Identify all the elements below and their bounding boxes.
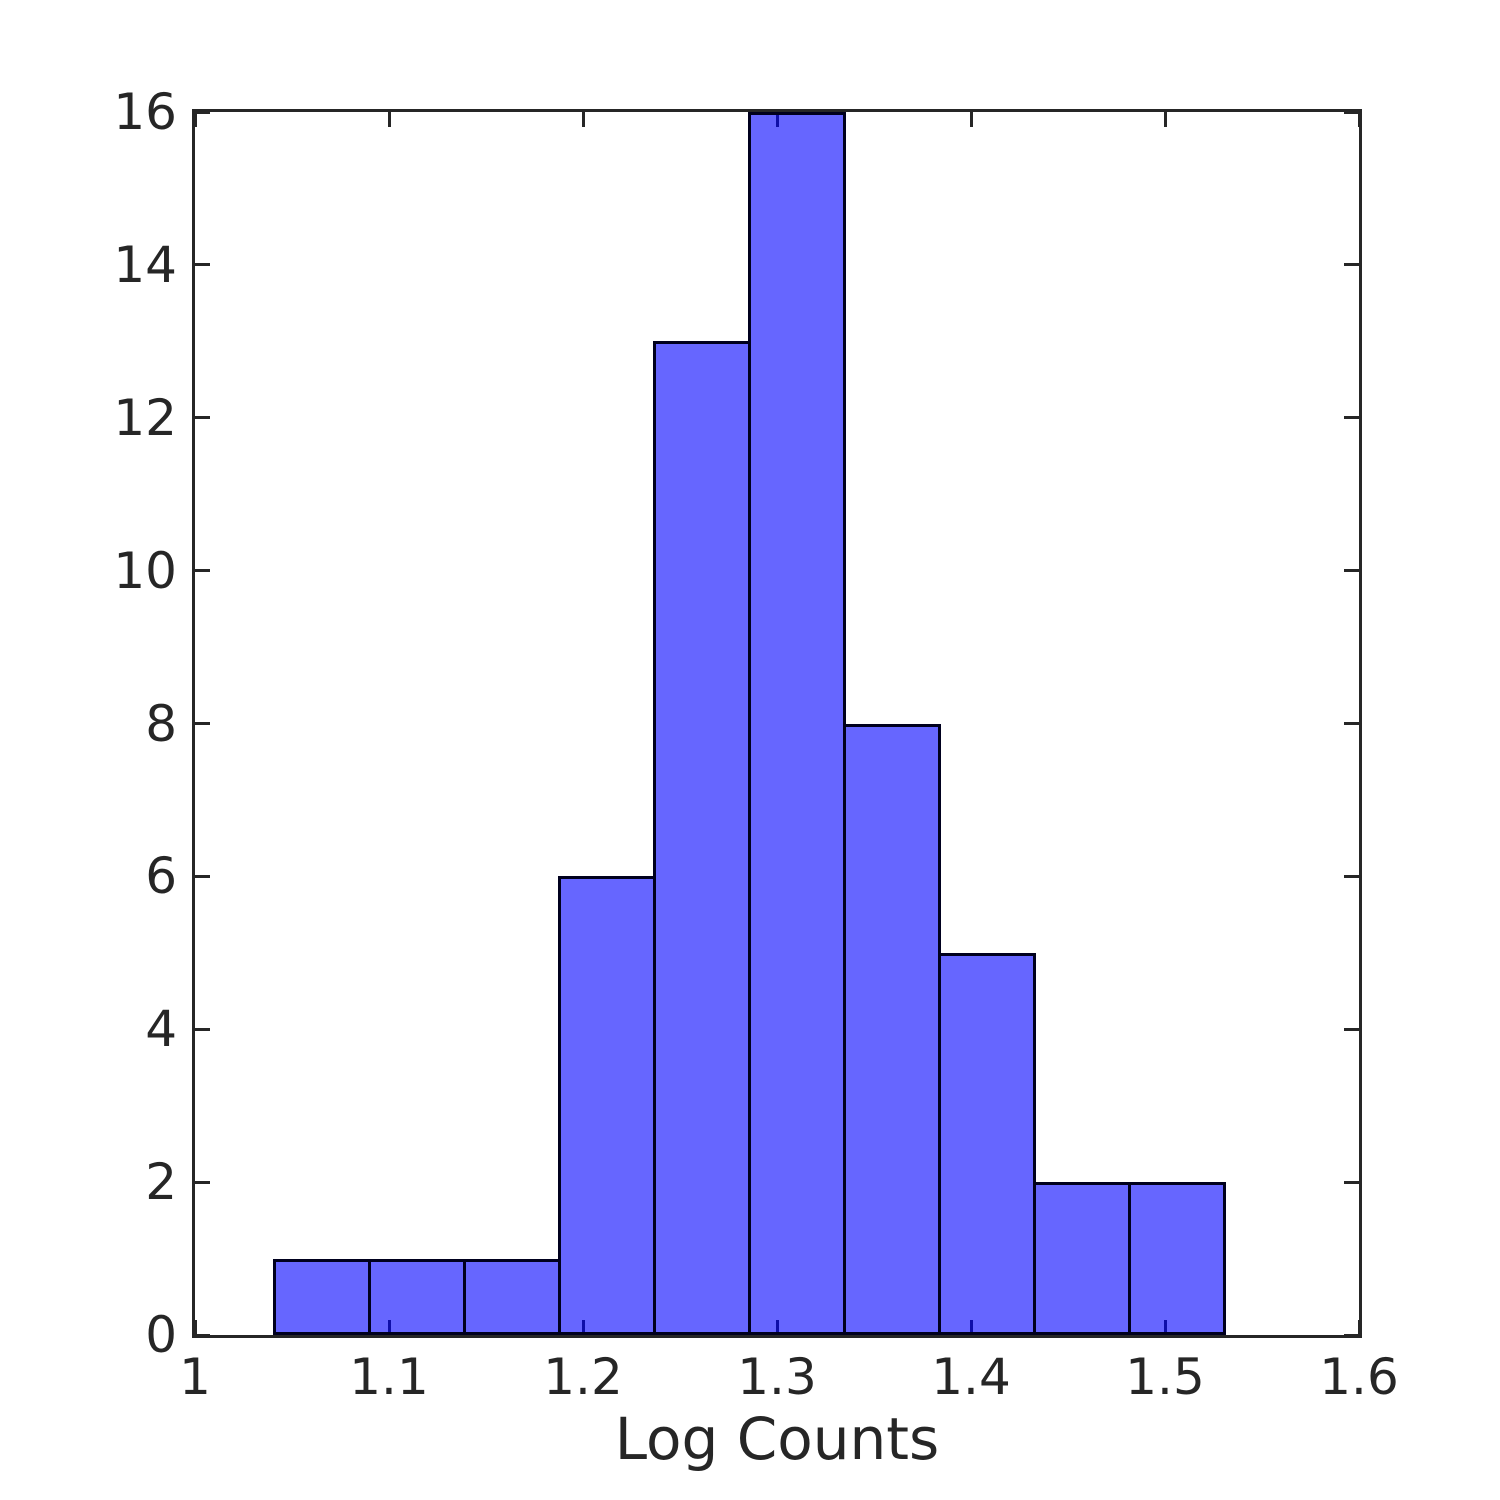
y-tick-mark-right: [1344, 1180, 1359, 1184]
bars-layer: [195, 112, 1359, 1335]
x-tick-mark-top: [193, 112, 197, 127]
histogram-bar: [652, 341, 751, 1335]
y-tick-mark-right: [1344, 569, 1359, 573]
x-axis-label: Log Counts: [614, 1405, 940, 1473]
y-tick-label: 6: [145, 847, 177, 906]
y-tick-mark-left: [195, 1333, 210, 1337]
y-tick-label: 0: [145, 1306, 177, 1364]
y-tick-label: 16: [113, 83, 177, 141]
histogram-bar: [557, 876, 656, 1335]
y-tick-mark-left: [195, 1180, 210, 1184]
x-tick-label: 1.6: [1319, 1348, 1399, 1406]
x-tick-mark-top: [387, 112, 391, 127]
y-tick-mark-left: [195, 1027, 210, 1031]
y-tick-mark-left: [195, 722, 210, 725]
histogram-bar: [938, 952, 1037, 1335]
y-tick-mark-left: [195, 416, 210, 420]
histogram-bar: [367, 1258, 466, 1335]
plot-area: [192, 109, 1362, 1338]
y-tick-mark-left: [195, 263, 210, 267]
histogram-bar: [1033, 1182, 1132, 1335]
y-tick-label: 8: [145, 694, 177, 753]
x-tick-label: 1.2: [543, 1348, 623, 1406]
y-tick-mark-right: [1344, 416, 1359, 420]
y-tick-label: 12: [113, 388, 177, 447]
x-tick-label: 1.5: [1125, 1348, 1205, 1406]
x-tick-mark-bottom: [193, 1320, 197, 1335]
y-tick-mark-right: [1344, 1027, 1359, 1031]
x-tick-label: 1.3: [737, 1348, 817, 1406]
histogram-bar: [462, 1258, 561, 1335]
y-tick-mark-right: [1344, 263, 1359, 267]
histogram-bar: [272, 1258, 371, 1335]
histogram-bar: [1128, 1182, 1227, 1335]
x-tick-mark-top: [1357, 112, 1361, 127]
y-tick-label: 2: [145, 1153, 177, 1212]
histogram-bar: [842, 723, 941, 1335]
y-tick-label: 14: [113, 235, 177, 294]
x-tick-label: 1: [179, 1348, 211, 1406]
y-tick-mark-left: [195, 569, 210, 573]
y-tick-mark-left: [195, 110, 210, 114]
x-tick-mark-top: [1163, 112, 1167, 127]
y-tick-mark-right: [1344, 110, 1359, 114]
x-tick-label: 1.4: [931, 1348, 1011, 1406]
y-tick-mark-right: [1344, 874, 1359, 878]
y-tick-mark-right: [1344, 722, 1359, 725]
y-tick-mark-right: [1344, 1333, 1359, 1337]
x-tick-label: 1.1: [349, 1348, 429, 1406]
x-tick-mark-bottom: [1357, 1320, 1361, 1335]
y-tick-mark-left: [195, 874, 210, 878]
x-tick-mark-top: [581, 112, 585, 127]
y-tick-label: 4: [145, 1000, 177, 1059]
y-tick-label: 10: [113, 541, 177, 600]
x-tick-mark-top: [969, 112, 973, 127]
histogram-bar: [747, 112, 846, 1335]
